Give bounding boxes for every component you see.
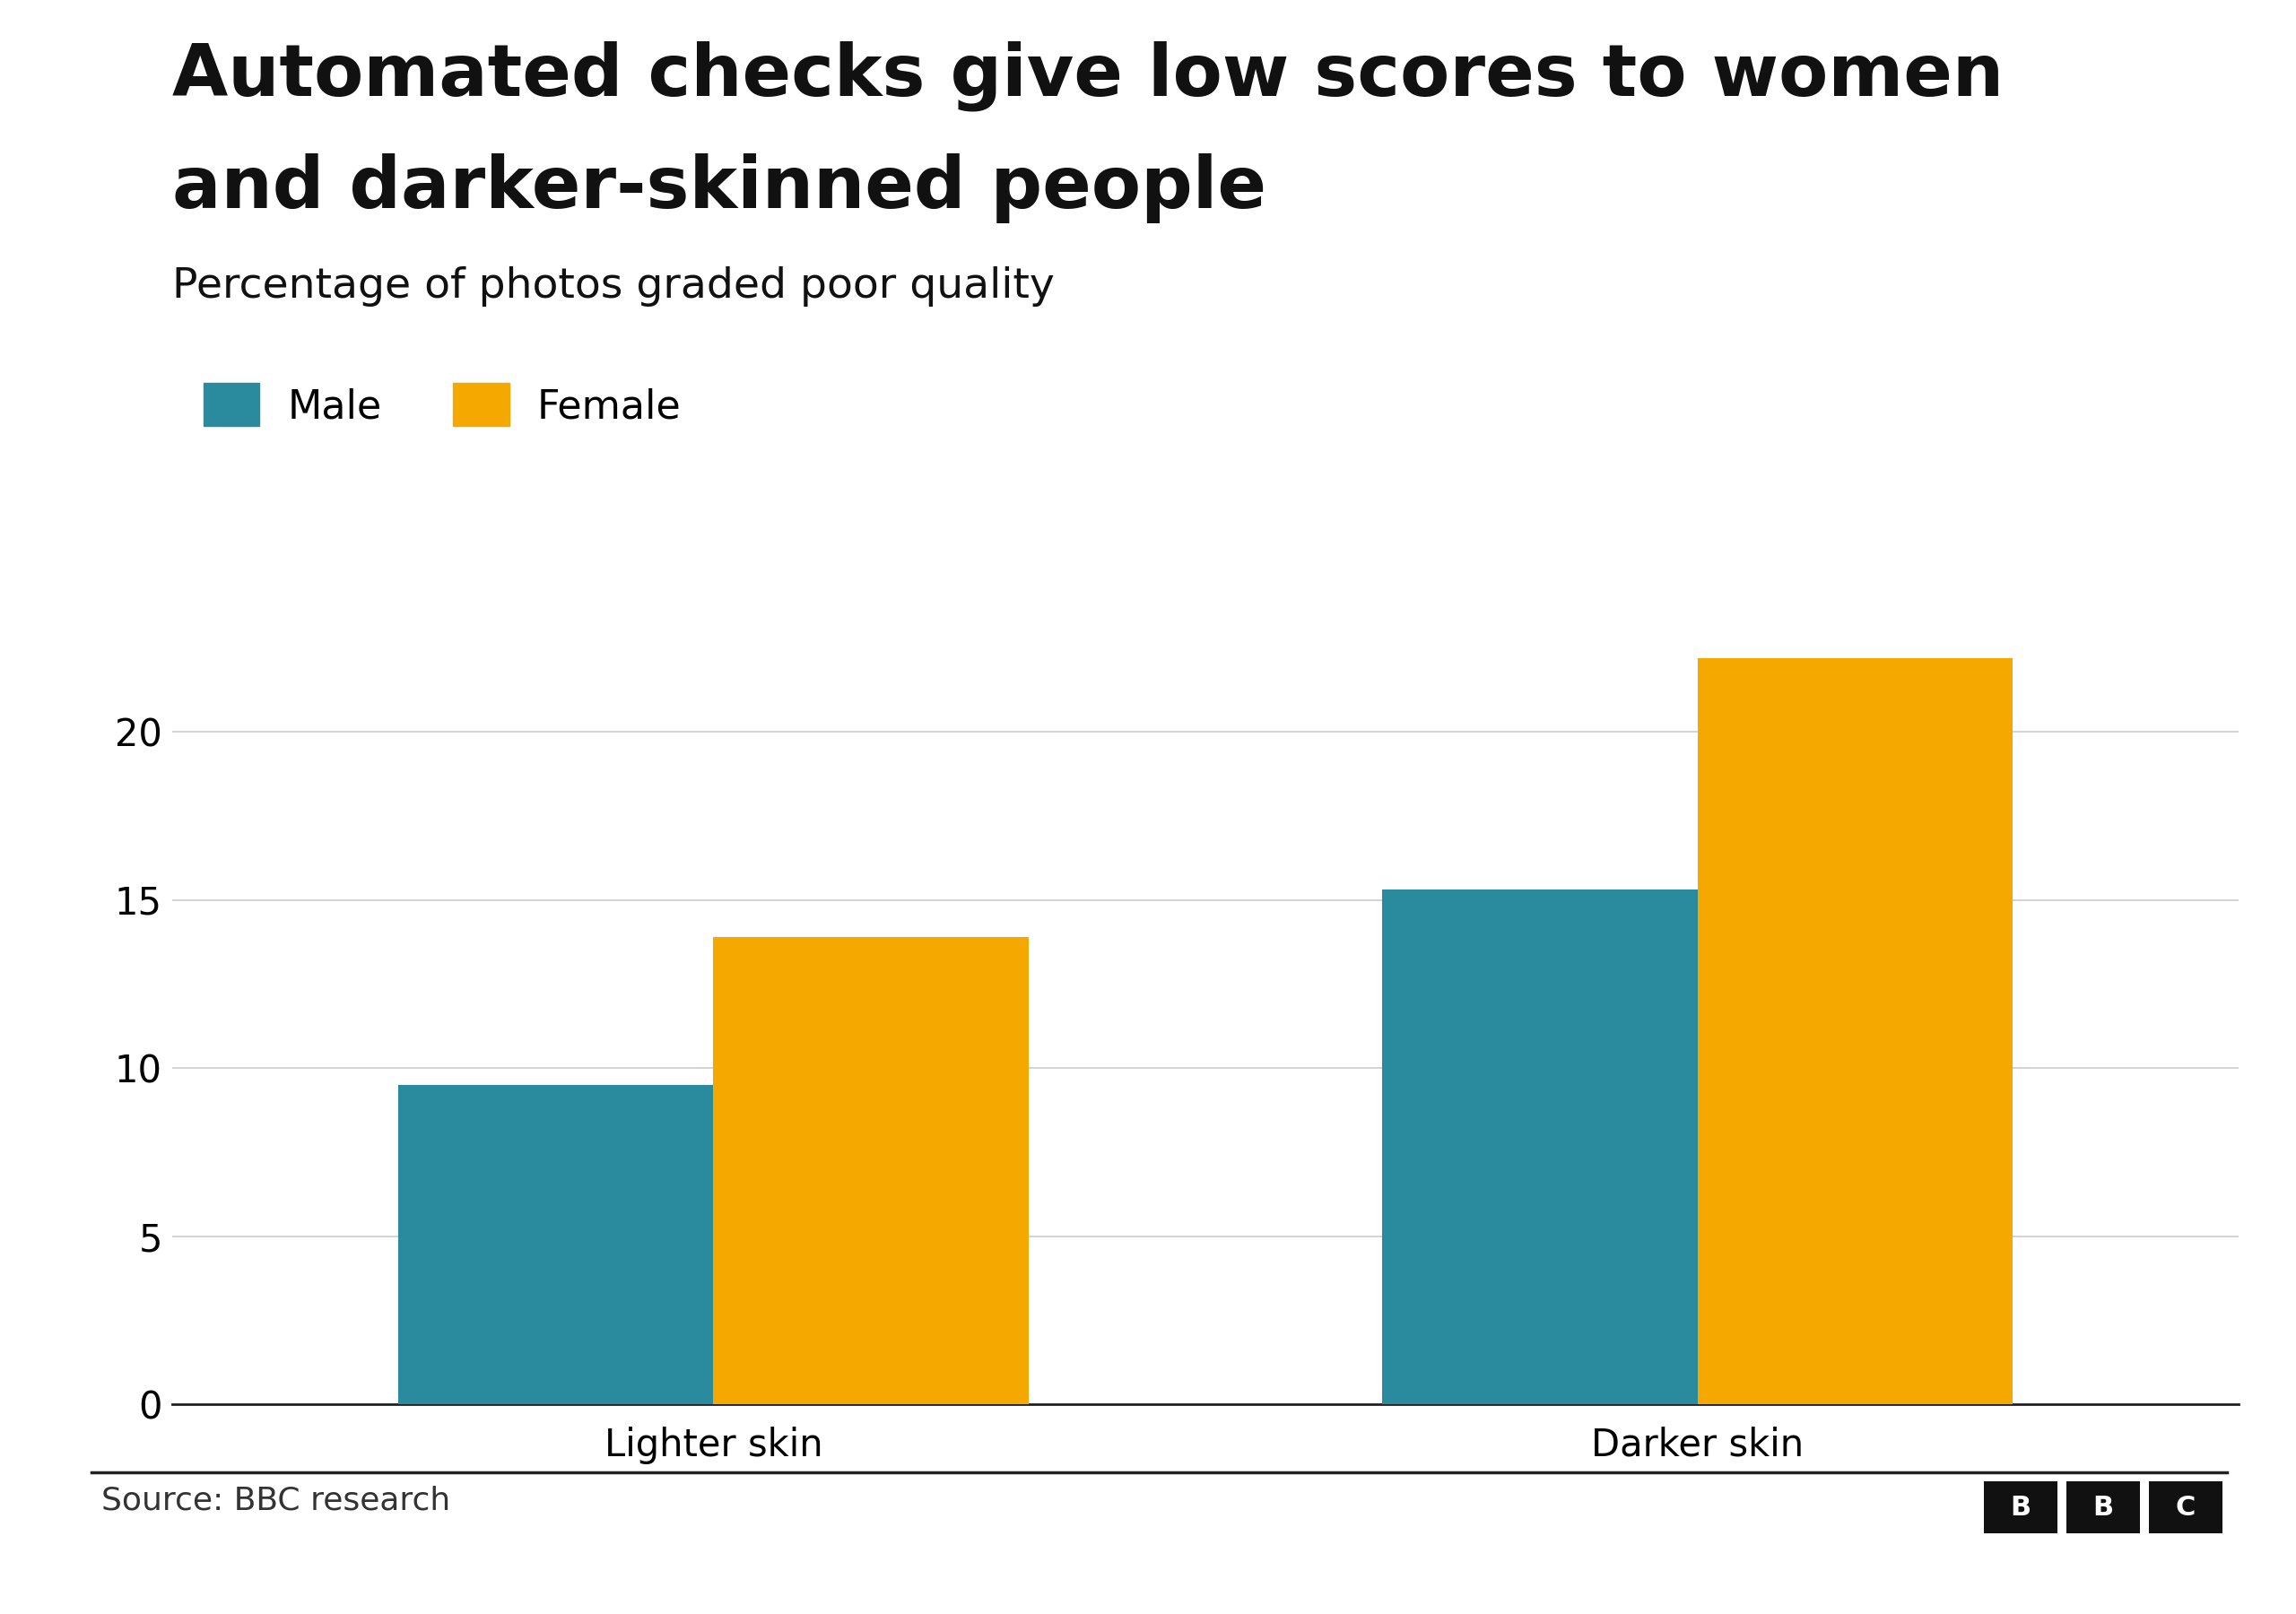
Text: and darker-skinned people: and darker-skinned people (172, 153, 1267, 223)
Bar (1697, 659, 2011, 1404)
Text: Source: BBC research: Source: BBC research (101, 1485, 450, 1516)
Bar (714, 936, 1029, 1404)
Text: C: C (2177, 1495, 2195, 1520)
Bar (400, 1085, 714, 1404)
Text: B: B (2009, 1495, 2032, 1520)
Text: Percentage of photos graded poor quality: Percentage of photos graded poor quality (172, 266, 1054, 307)
Bar (1382, 889, 1697, 1404)
Text: B: B (2092, 1495, 2115, 1520)
Legend: Male, Female: Male, Female (188, 366, 698, 442)
Text: Automated checks give low scores to women: Automated checks give low scores to wome… (172, 40, 2004, 111)
